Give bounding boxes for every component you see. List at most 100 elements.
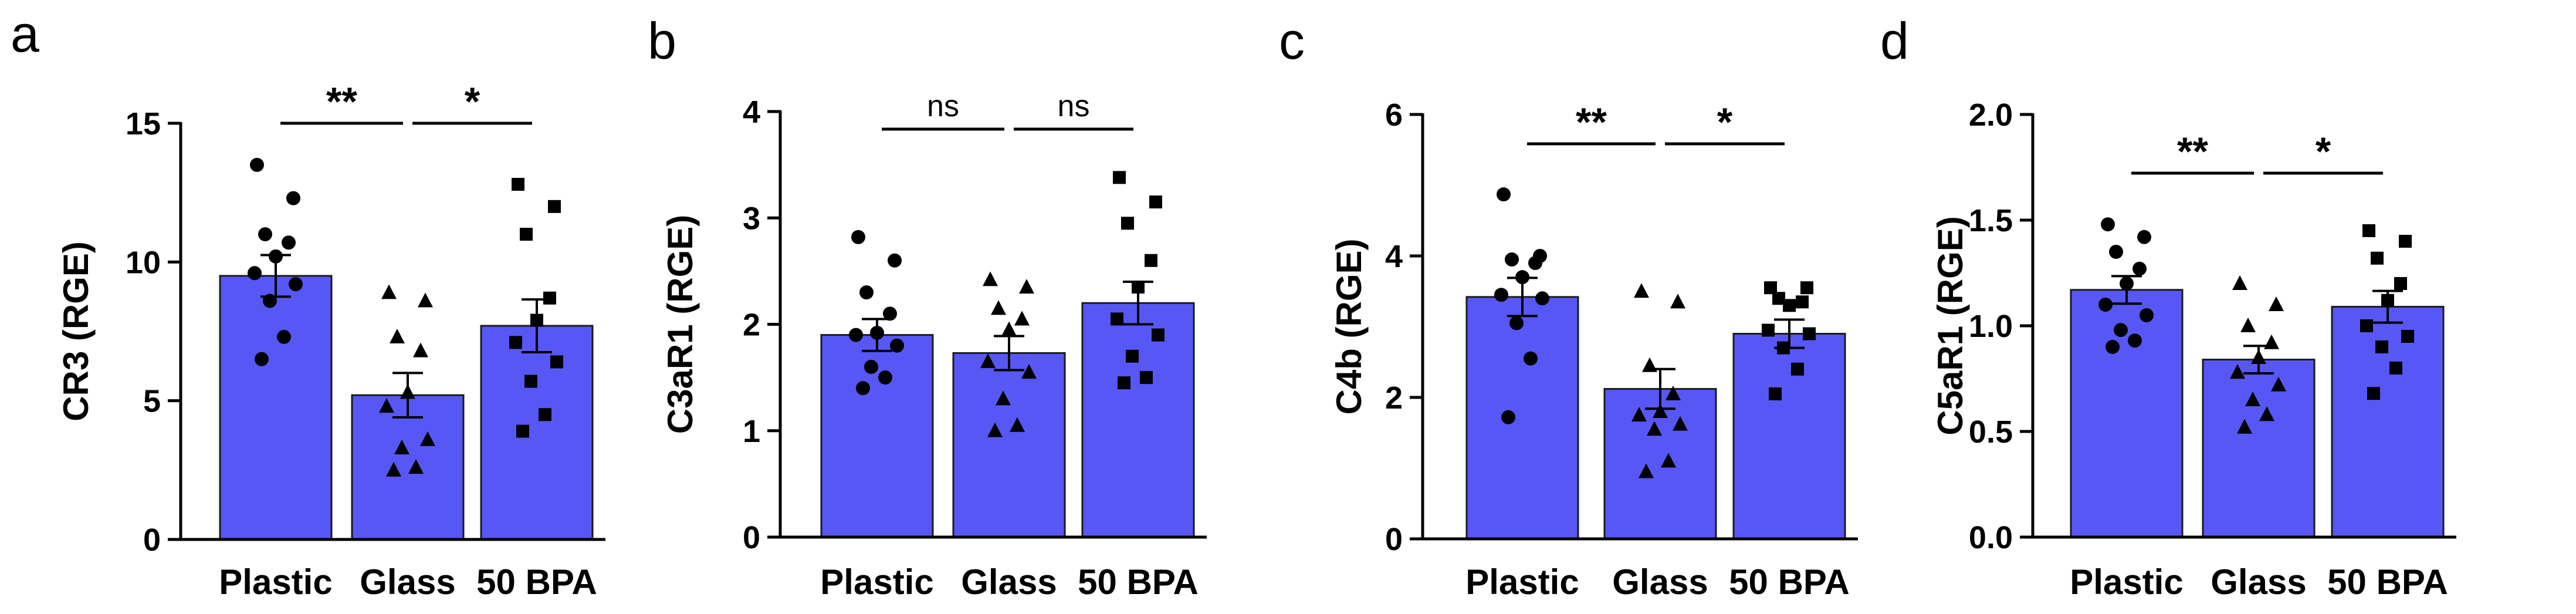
x-category-label: Glass xyxy=(961,562,1057,602)
data-point-square xyxy=(2389,362,2402,375)
bar-2 xyxy=(2331,306,2445,538)
data-point-triangle xyxy=(2230,364,2245,379)
bar-2 xyxy=(480,325,594,541)
data-point-triangle xyxy=(379,398,394,413)
panel-letter: c xyxy=(1279,12,1305,70)
data-point-circle xyxy=(2140,308,2154,322)
x-category-label: 50 BPA xyxy=(2327,562,2448,602)
data-point-triangle xyxy=(1639,463,1654,478)
data-point-square xyxy=(1126,349,1139,363)
x-category-label: 50 BPA xyxy=(1078,562,1199,602)
data-point-circle xyxy=(890,338,904,353)
y-tick-label: 3 xyxy=(743,201,760,236)
data-point-triangle xyxy=(1666,385,1681,400)
data-point-square xyxy=(2381,293,2394,307)
y-axis-title: C5aR1 (RGE) xyxy=(1931,216,1970,435)
data-point-circle xyxy=(1509,316,1524,330)
y-axis-title: C4b (RGE) xyxy=(1329,239,1369,415)
data-point-triangle xyxy=(2251,349,2266,364)
data-point-triangle xyxy=(400,384,415,399)
y-tick-label: 1.0 xyxy=(1969,309,2013,344)
data-point-triangle xyxy=(996,390,1011,406)
bar-1 xyxy=(952,352,1066,538)
y-tick-label: 6 xyxy=(1385,97,1403,133)
data-point-triangle xyxy=(1014,311,1030,326)
y-tick-label: 1.5 xyxy=(1969,203,2013,238)
y-axis-title: C3aR1 (RGE) xyxy=(661,215,700,434)
panel-b: b C3aR1 (RGE) 0 1 2 3 4 Plastic Glass 50 BPA ns ns xyxy=(648,12,1207,602)
data-point-triangle xyxy=(1647,421,1662,436)
bar-0 xyxy=(219,275,333,541)
x-category-label: 50 BPA xyxy=(1729,562,1850,602)
data-point-triangle xyxy=(390,328,405,343)
data-point-triangle xyxy=(1010,417,1025,432)
x-category-label: Glass xyxy=(1612,562,1708,602)
data-point-square xyxy=(1791,362,1804,376)
y-tick-label: 0 xyxy=(1385,522,1403,557)
data-point-circle xyxy=(263,293,277,308)
data-point-circle xyxy=(2132,261,2147,276)
data-point-square xyxy=(548,200,561,213)
data-point-square xyxy=(1145,254,1157,267)
data-point-square xyxy=(1149,195,1162,209)
data-point-square xyxy=(516,424,529,438)
data-point-triangle xyxy=(386,461,401,477)
y-tick-label: 0.5 xyxy=(1969,414,2013,450)
bar-1 xyxy=(2202,359,2316,538)
data-point-square xyxy=(520,228,533,241)
bar-1 xyxy=(351,394,465,541)
data-point-square xyxy=(1132,281,1145,294)
data-point-square xyxy=(543,291,556,305)
data-point-triangle xyxy=(980,353,996,368)
data-point-triangle xyxy=(2237,419,2252,434)
data-point-square xyxy=(1800,281,1813,295)
data-point-square xyxy=(524,375,537,388)
data-point-square xyxy=(550,355,563,369)
data-point-square xyxy=(509,336,522,349)
data-point-square xyxy=(2362,224,2375,237)
data-point-circle xyxy=(1505,252,1519,267)
y-tick-label: 0 xyxy=(143,522,161,558)
data-point-circle xyxy=(2120,276,2134,291)
data-point-circle xyxy=(2128,333,2142,348)
x-category-label: 50 BPA xyxy=(476,562,597,602)
data-point-circle xyxy=(2106,340,2120,354)
data-point-square xyxy=(2367,387,2380,400)
data-point-circle xyxy=(2114,323,2128,338)
data-point-circle xyxy=(2109,245,2123,259)
data-point-circle xyxy=(1515,270,1529,285)
y-tick-label: 4 xyxy=(743,95,760,130)
y-tick-label: 0.0 xyxy=(1969,520,2013,555)
data-point-triangle xyxy=(394,440,409,455)
data-point-square xyxy=(2371,251,2384,265)
panel-letter: b xyxy=(648,12,676,70)
data-point-square xyxy=(1769,387,1782,400)
data-point-triangle xyxy=(1642,357,1657,372)
data-point-circle xyxy=(883,306,897,321)
data-point-square xyxy=(1777,341,1790,355)
data-point-triangle xyxy=(413,342,428,357)
significance-label: * xyxy=(1717,100,1733,144)
data-point-circle xyxy=(888,253,902,268)
data-point-square xyxy=(1764,281,1777,295)
significance-label: * xyxy=(2316,129,2331,174)
data-point-square xyxy=(2394,277,2407,290)
data-point-circle xyxy=(1524,351,1538,366)
data-point-circle xyxy=(851,230,865,244)
y-tick-label: 4 xyxy=(1385,239,1403,274)
y-tick-label: 2 xyxy=(743,308,760,343)
data-point-triangle xyxy=(408,459,424,474)
data-point-triangle xyxy=(987,422,1003,437)
data-point-triangle xyxy=(1021,364,1037,379)
bar-2 xyxy=(1732,333,1846,540)
x-category-label: Plastic xyxy=(2070,562,2183,602)
data-point-circle xyxy=(2101,217,2115,232)
data-point-square xyxy=(1140,371,1153,384)
significance-label: ns xyxy=(1058,89,1090,123)
data-point-square xyxy=(512,177,524,191)
data-point-circle xyxy=(864,360,878,374)
x-category-label: Glass xyxy=(360,562,455,602)
data-point-circle xyxy=(1497,187,1511,202)
y-tick-label: 0 xyxy=(743,520,760,555)
bar-2 xyxy=(1081,302,1195,538)
